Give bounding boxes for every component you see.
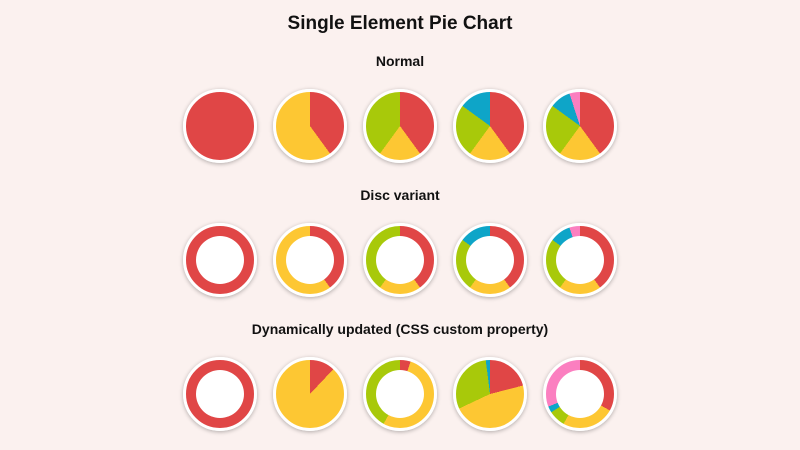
- pie-row-normal: [0, 89, 800, 165]
- pie-chart: [183, 89, 257, 163]
- pie-chart: [363, 89, 437, 163]
- pie-chart: [363, 357, 437, 431]
- pie-row-dynamic: [0, 357, 800, 433]
- page-title: Single Element Pie Chart: [287, 13, 513, 34]
- pie-chart: [453, 89, 527, 163]
- pie-chart: [273, 89, 347, 163]
- pie-chart: [183, 357, 257, 431]
- pie-chart: [273, 357, 347, 431]
- pie-chart: [543, 357, 617, 431]
- pie-chart: [183, 223, 257, 297]
- pie-chart: [453, 223, 527, 297]
- pie-chart: [543, 223, 617, 297]
- section-title-disc: Disc variant: [360, 187, 440, 203]
- pie-chart: [363, 223, 437, 297]
- section-title-dynamic: Dynamically updated (CSS custom property…: [251, 321, 549, 337]
- pie-row-disc: [0, 223, 800, 299]
- pie-chart: [543, 89, 617, 163]
- section-title-normal: Normal: [375, 53, 425, 69]
- pie-chart: [273, 223, 347, 297]
- pie-chart: [453, 357, 527, 431]
